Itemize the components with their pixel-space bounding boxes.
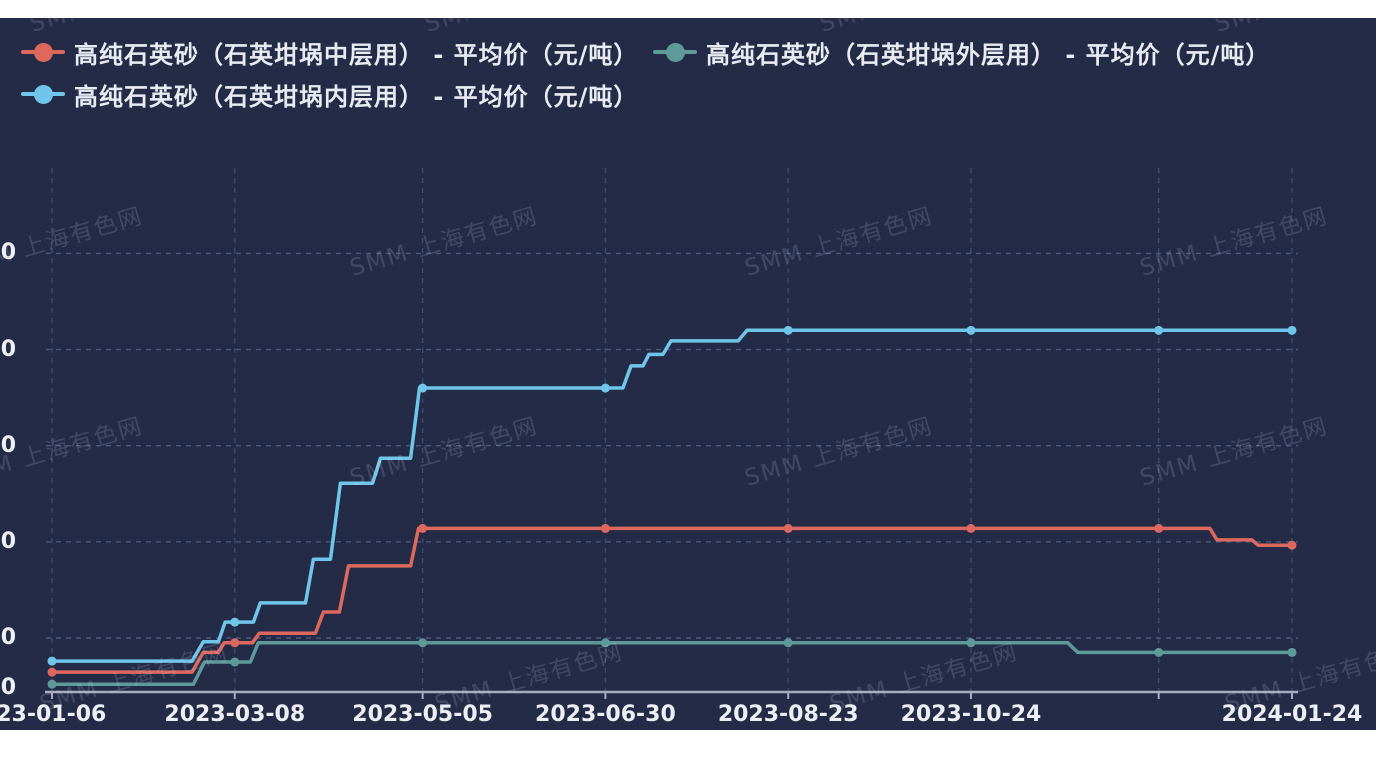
data-point-middle-layer[interactable]	[783, 523, 793, 533]
data-point-middle-layer[interactable]	[1154, 523, 1164, 533]
y-axis-label: 0	[0, 336, 16, 362]
data-point-middle-layer[interactable]	[47, 667, 57, 677]
legend-label-outer-layer: 高纯石英砂（石英坩埚外层用） - 平均价（元/吨）	[706, 40, 1271, 69]
data-point-outer-layer[interactable]	[783, 638, 793, 648]
data-point-outer-layer[interactable]	[230, 657, 240, 667]
plot-area[interactable]	[0, 18, 1376, 730]
data-point-middle-layer[interactable]	[966, 523, 976, 533]
data-point-middle-layer[interactable]	[600, 523, 610, 533]
y-axis-label: 0	[0, 432, 16, 458]
chart-panel: SMM 上海有色网 SMM 上海有色网 SMM 上海有色网 SMM 上海有色网 SMM …	[0, 18, 1376, 730]
x-axis-label: 2023-03-08	[164, 702, 306, 727]
data-point-inner-layer[interactable]	[783, 325, 793, 335]
data-point-outer-layer[interactable]	[1287, 647, 1297, 657]
line-series-marker-icon	[653, 42, 697, 63]
data-point-outer-layer[interactable]	[418, 638, 428, 648]
x-axis-label: 2023-05-05	[352, 702, 493, 727]
data-point-inner-layer[interactable]	[418, 383, 428, 393]
data-point-inner-layer[interactable]	[1287, 325, 1297, 335]
data-point-outer-layer[interactable]	[1154, 647, 1164, 657]
x-axis-label: 2023-06-30	[535, 702, 676, 727]
legend-label-inner-layer: 高纯石英砂（石英坩埚内层用） - 平均价（元/吨）	[74, 82, 639, 111]
y-axis-label: 0	[0, 240, 16, 266]
data-point-inner-layer[interactable]	[47, 656, 57, 666]
series-line-middle-layer	[50, 526, 1294, 674]
data-point-outer-layer[interactable]	[47, 679, 57, 689]
data-point-inner-layer[interactable]	[600, 383, 610, 393]
y-axis-label: 0	[0, 528, 16, 554]
data-point-middle-layer[interactable]	[1287, 540, 1297, 550]
legend-item-middle-layer[interactable]: 高纯石英砂（石英坩埚中层用） - 平均价（元/吨）	[21, 32, 638, 72]
x-axis-label: 2023-01-06	[0, 702, 107, 727]
line-series-marker-icon	[21, 84, 65, 105]
series-line-inner-layer	[50, 328, 1294, 663]
y-axis-label: 0	[0, 625, 16, 650]
legend-label-middle-layer: 高纯石英砂（石英坩埚中层用） - 平均价（元/吨）	[74, 40, 639, 69]
series-line-outer-layer	[50, 641, 1294, 686]
data-point-middle-layer[interactable]	[230, 638, 240, 648]
data-point-middle-layer[interactable]	[418, 523, 428, 533]
data-point-inner-layer[interactable]	[230, 617, 240, 627]
x-axis-label: 2023-10-24	[900, 702, 1042, 727]
x-axis-label: 2023-08-23	[717, 702, 859, 727]
data-point-outer-layer[interactable]	[966, 638, 976, 648]
legend-item-outer-layer[interactable]: 高纯石英砂（石英坩埚外层用） - 平均价（元/吨）	[653, 32, 1270, 72]
x-axis-label: 2024-01-24	[1221, 702, 1363, 727]
legend-item-inner-layer[interactable]: 高纯石英砂（石英坩埚内层用） - 平均价（元/吨）	[21, 74, 638, 114]
data-point-outer-layer[interactable]	[600, 638, 610, 648]
y-axis-label: 0	[0, 675, 16, 700]
data-point-inner-layer[interactable]	[1154, 325, 1164, 335]
data-point-inner-layer[interactable]	[966, 325, 976, 335]
line-series-marker-icon	[21, 42, 65, 63]
